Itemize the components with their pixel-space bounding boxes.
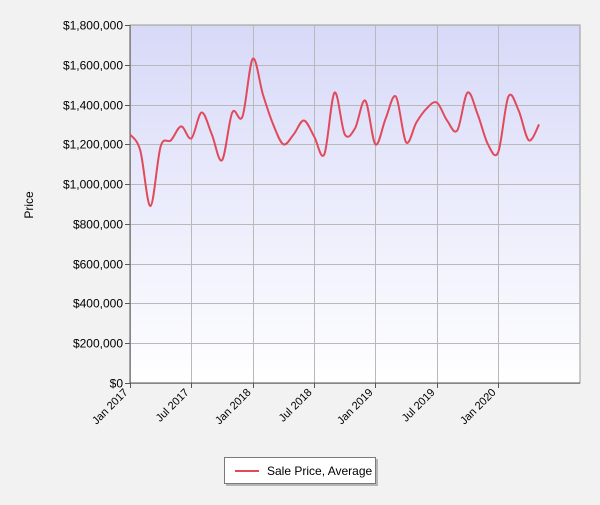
data-point <box>435 100 439 104</box>
y-tick-label: $200,000 <box>73 337 123 351</box>
x-tick-label: Jul 2017 <box>154 387 192 425</box>
data-point <box>404 140 408 144</box>
data-point <box>169 138 173 142</box>
data-point <box>414 120 418 124</box>
data-point <box>506 94 510 98</box>
data-point <box>158 144 162 148</box>
data-point <box>424 106 428 110</box>
y-tick-label: $400,000 <box>73 297 123 311</box>
x-tick-label: Jan 2017 <box>90 387 130 427</box>
data-point <box>189 136 193 140</box>
y-tick-label: $0 <box>110 377 124 391</box>
data-point <box>465 90 469 94</box>
data-point <box>527 138 531 142</box>
data-point <box>179 124 183 128</box>
data-point <box>322 152 326 156</box>
x-tick-label: Jan 2018 <box>213 387 253 427</box>
data-point <box>445 118 449 122</box>
series-line-sale-price-average <box>129 57 540 207</box>
data-point <box>210 132 214 136</box>
data-point <box>373 142 377 146</box>
data-point <box>486 142 490 146</box>
data-point <box>353 126 357 130</box>
data-point <box>455 128 459 132</box>
y-tick-label: $600,000 <box>73 258 123 272</box>
legend-swatch <box>235 469 259 472</box>
data-point <box>230 110 234 114</box>
data-point <box>128 132 132 136</box>
series-layer <box>128 57 541 208</box>
data-point <box>496 150 500 154</box>
data-point <box>261 92 265 96</box>
legend: Sale Price, Average <box>224 457 376 484</box>
data-point <box>240 114 244 118</box>
data-point <box>281 142 285 146</box>
y-tick-label: $1,000,000 <box>63 178 123 192</box>
y-axis: $0 $200,000 $400,000 $600,000 $800,000 $1,000… <box>63 19 131 391</box>
data-point <box>138 148 142 152</box>
data-point <box>312 134 316 138</box>
y-axis-title: Price <box>22 191 36 219</box>
x-tick-label: Jan 2019 <box>335 387 375 427</box>
legend-label: Sale Price, Average <box>267 463 373 478</box>
y-tick-label: $1,600,000 <box>63 59 123 73</box>
y-tick-label: $1,200,000 <box>63 138 123 152</box>
data-point <box>476 112 480 116</box>
plot-area <box>129 24 581 384</box>
data-point <box>343 132 347 136</box>
data-point <box>383 116 387 120</box>
x-tick-label: Jul 2018 <box>277 387 315 425</box>
data-point <box>516 108 520 112</box>
data-point <box>148 204 152 208</box>
data-point <box>291 132 295 136</box>
data-point <box>363 98 367 102</box>
x-tick-label: Jul 2019 <box>400 387 438 425</box>
data-point <box>271 122 275 126</box>
data-point <box>394 94 398 98</box>
y-tick-label: $800,000 <box>73 218 123 232</box>
y-tick-label: $1,400,000 <box>63 99 123 113</box>
data-point <box>537 122 541 126</box>
data-point <box>199 110 203 114</box>
x-axis: Jan 2017 Jul 2017 Jan 2018 Jul 2018 Jan 2019… <box>90 382 580 427</box>
data-point <box>332 90 336 94</box>
data-point <box>251 57 255 61</box>
data-point <box>220 158 224 162</box>
x-tick-label: Jan 2020 <box>458 387 498 427</box>
data-point <box>302 118 306 122</box>
y-tick-label: $1,800,000 <box>63 19 123 33</box>
